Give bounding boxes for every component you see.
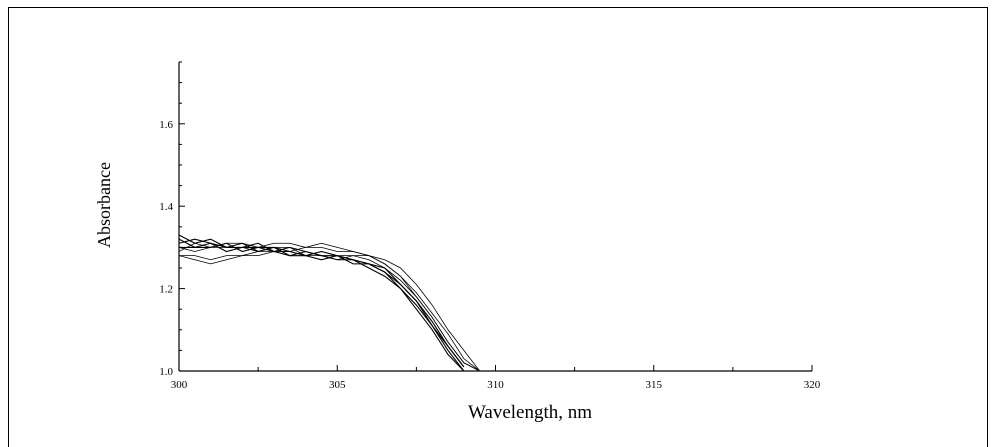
x-tick-label: 315 <box>646 379 663 391</box>
series-line <box>179 242 480 371</box>
x-axis-title: Wavelength, nm <box>468 402 592 423</box>
x-tick-label: 300 <box>171 379 188 391</box>
series-group <box>179 234 480 371</box>
series-line <box>179 251 480 371</box>
y-axis-title: Absorbance <box>94 162 114 248</box>
chart-frame <box>8 7 988 447</box>
axes: 300 305 310 315 320 1.0 1.2 1.4 1.6 <box>159 61 821 391</box>
x-tick-label: 310 <box>487 379 504 391</box>
y-tick-label: 1.6 <box>159 119 173 131</box>
y-tick-label: 1.2 <box>159 284 173 296</box>
series-line <box>179 247 480 371</box>
x-tick-label: 305 <box>329 379 346 391</box>
labels: Wavelength, nm Absorbance <box>94 162 592 423</box>
x-tick-label: 320 <box>804 379 821 391</box>
series-line <box>179 242 480 371</box>
y-tick-label: 1.4 <box>159 201 173 213</box>
y-tick-label: 1.0 <box>159 366 173 378</box>
